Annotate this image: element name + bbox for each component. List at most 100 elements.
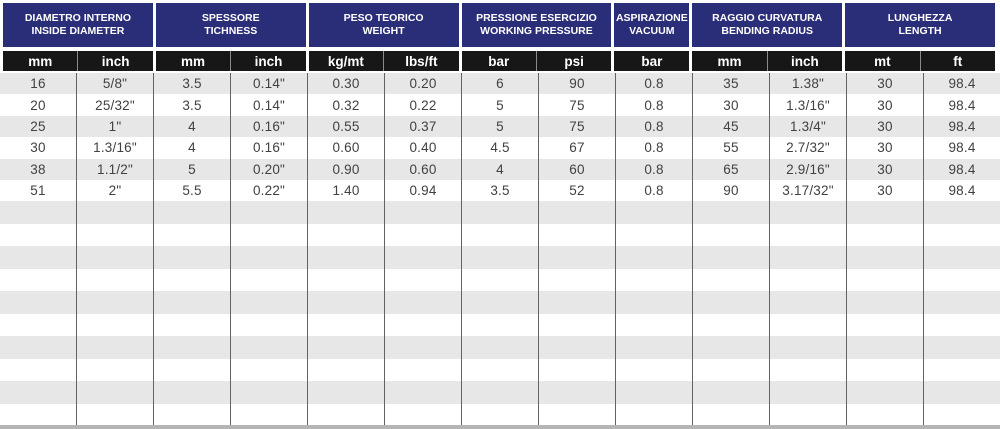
table-units-row: mm inch mm inch kg/mt lbs/ft bar psi bar… <box>3 51 995 71</box>
table-cell: 0.94 <box>385 179 462 202</box>
table-cell <box>385 201 462 224</box>
table-cell: 0.60 <box>385 158 462 180</box>
table-cell <box>693 336 770 359</box>
table-cell <box>847 313 924 337</box>
table-body: 16 5/8" 3.5 0.14" 0.30 0.20 6 90 0.8 35 1.38" 30 98.… <box>0 73 1000 427</box>
table-cell <box>539 201 616 224</box>
header-group-working-pressure: PRESSIONE ESERCIZIO WORKING PRESSURE <box>461 3 612 47</box>
units-thickness: mm inch <box>155 51 306 71</box>
table-cell <box>462 358 539 382</box>
table-cell: 30 <box>847 73 924 95</box>
table-cell: 30 <box>847 115 924 138</box>
table-cell: 1" <box>77 115 154 138</box>
table-cell: 0.16" <box>231 115 308 138</box>
table-cell: 51 <box>0 179 77 202</box>
table-cell <box>693 381 770 404</box>
table-cell <box>385 313 462 337</box>
table-cell: 1.38" <box>770 73 847 95</box>
table-empty-row <box>0 358 1000 382</box>
unit-cell: bar <box>488 53 510 69</box>
table-cell <box>0 336 77 359</box>
table-cell <box>770 268 847 292</box>
units-weight: kg/mt lbs/ft <box>308 51 459 71</box>
table-cell <box>924 291 1000 314</box>
header-title-en: WEIGHT <box>362 25 405 37</box>
table-cell: 0.90 <box>308 158 385 180</box>
table-cell <box>77 313 154 337</box>
table-cell <box>308 246 385 269</box>
unit-cell: inch <box>77 51 152 71</box>
table-cell <box>770 313 847 337</box>
table-cell <box>924 269 1000 292</box>
unit-cell: kg/mt <box>327 53 364 69</box>
table-cell <box>308 336 385 359</box>
table-cell <box>539 268 616 292</box>
table-cell <box>0 291 77 314</box>
header-title-it: LUNGHEZZA <box>887 12 953 24</box>
table-cell <box>385 336 462 359</box>
table-cell: 0.8 <box>616 158 693 180</box>
units-bending-radius: mm inch <box>692 51 843 71</box>
table-header-group-row: DIAMETRO INTERNO INSIDE DIAMETER SPESSOR… <box>3 3 995 47</box>
table-empty-row <box>0 291 1000 314</box>
table-cell <box>154 223 231 247</box>
table-empty-row <box>0 201 1000 224</box>
table-cell <box>847 291 924 314</box>
table-cell <box>154 246 231 269</box>
table-cell: 4.5 <box>462 137 539 159</box>
table-cell <box>231 358 308 382</box>
table-row: 20 25/32" 3.5 0.14" 0.32 0.22 5 75 0.8 30 1.3/16" 3… <box>0 94 1000 116</box>
table-cell: 98.4 <box>948 118 976 134</box>
table-cell <box>770 246 847 269</box>
table-cell <box>231 381 308 404</box>
table-cell <box>77 403 154 427</box>
table-cell <box>154 201 231 224</box>
table-cell <box>693 358 770 382</box>
table-cell <box>0 246 77 269</box>
unit-cell: ft <box>919 51 995 71</box>
units-working-pressure: bar psi <box>461 51 612 71</box>
table-cell: 30 <box>847 158 924 180</box>
header-title-en: INSIDE DIAMETER <box>31 25 125 37</box>
table-cell <box>539 313 616 337</box>
table-cell <box>385 403 462 427</box>
table-cell: 5 <box>462 94 539 116</box>
table-cell: 0.16" <box>231 137 308 159</box>
table-empty-row <box>0 336 1000 359</box>
table-cell: 3.5 <box>154 94 231 116</box>
table-cell <box>385 246 462 269</box>
table-empty-row <box>0 313 1000 337</box>
table-cell <box>77 201 154 224</box>
table-cell: 0.8 <box>616 94 693 116</box>
table-cell <box>231 291 308 314</box>
table-cell <box>231 246 308 269</box>
header-title-it: PRESSIONE ESERCIZIO <box>476 12 597 24</box>
header-group-weight: PESO TEORICO WEIGHT <box>308 3 459 47</box>
table-cell: 0.14" <box>231 73 308 95</box>
table-cell <box>770 381 847 404</box>
table-cell <box>693 201 770 224</box>
table-cell: 98.4 <box>948 183 976 199</box>
table-cell <box>847 358 924 382</box>
unit-cell: inch <box>230 51 305 71</box>
unit-cell: mm <box>717 53 742 69</box>
table-cell <box>308 313 385 337</box>
table-cell <box>924 201 1000 224</box>
table-empty-row <box>0 223 1000 247</box>
table-cell: 30 <box>847 137 924 159</box>
table-cell: 1.40 <box>308 179 385 202</box>
table-cell: 45 <box>693 115 770 138</box>
table-cell <box>847 336 924 359</box>
table-cell <box>539 358 616 382</box>
table-cell <box>308 223 385 247</box>
table-cell: 0.22" <box>231 179 308 202</box>
table-row: 38 1.1/2" 5 0.20" 0.90 0.60 4 60 0.8 65 2.9/16" 30 9… <box>0 158 1000 180</box>
header-title-it: ASPIRAZIONE <box>615 12 688 24</box>
unit-cell: mm <box>28 53 53 69</box>
table-row: 16 5/8" 3.5 0.14" 0.30 0.20 6 90 0.8 35 1.38" 30 98.… <box>0 73 1000 95</box>
header-title-it: SPESSORE <box>201 12 260 24</box>
table-cell: 6 <box>462 73 539 95</box>
table-cell: 67 <box>539 137 616 159</box>
table-cell <box>231 201 308 224</box>
table-cell: 1.3/16" <box>770 94 847 116</box>
